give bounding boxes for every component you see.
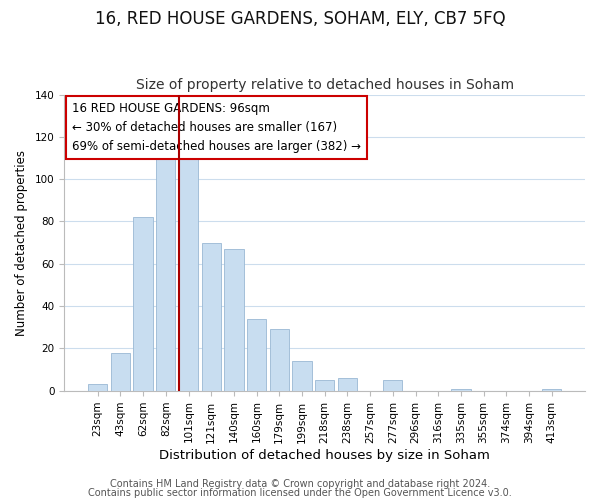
Bar (383, 380, 403, 390)
Bar (315, 380, 334, 390)
Bar (292, 361, 311, 390)
Text: Contains HM Land Registry data © Crown copyright and database right 2024.: Contains HM Land Registry data © Crown c… (110, 479, 490, 489)
Bar (179, 152, 198, 390)
Bar (202, 242, 221, 390)
Bar (88, 384, 107, 390)
Text: 16, RED HOUSE GARDENS, SOHAM, ELY, CB7 5FQ: 16, RED HOUSE GARDENS, SOHAM, ELY, CB7 5… (95, 10, 505, 28)
Bar (247, 319, 266, 390)
Bar (224, 249, 244, 390)
Bar (111, 352, 130, 391)
Bar (156, 158, 175, 390)
Bar (542, 388, 562, 390)
Bar (133, 217, 153, 390)
Text: 16 RED HOUSE GARDENS: 96sqm
← 30% of detached houses are smaller (167)
69% of se: 16 RED HOUSE GARDENS: 96sqm ← 30% of det… (72, 102, 361, 153)
Bar (338, 378, 357, 390)
Bar (269, 330, 289, 390)
Bar (451, 388, 470, 390)
Title: Size of property relative to detached houses in Soham: Size of property relative to detached ho… (136, 78, 514, 92)
Text: Contains public sector information licensed under the Open Government Licence v3: Contains public sector information licen… (88, 488, 512, 498)
X-axis label: Distribution of detached houses by size in Soham: Distribution of detached houses by size … (159, 450, 490, 462)
Y-axis label: Number of detached properties: Number of detached properties (15, 150, 28, 336)
